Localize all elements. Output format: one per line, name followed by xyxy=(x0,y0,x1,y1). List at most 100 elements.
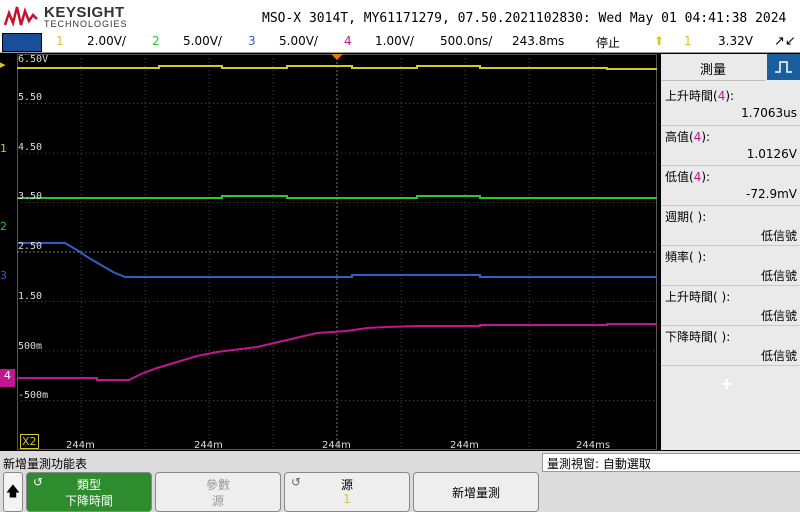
trigger-source[interactable]: 1 xyxy=(684,34,692,48)
type-softkey-label: 類型 xyxy=(76,478,101,492)
x-label-1: 244m xyxy=(194,440,223,451)
x-label-0: 244m xyxy=(66,440,95,451)
meas-channel xyxy=(718,290,722,304)
measurement-item[interactable]: 頻率( ): 低信號 xyxy=(665,250,797,283)
ch2-number[interactable]: 2 xyxy=(152,34,160,48)
ch1-offset-marker[interactable]: ▸ xyxy=(0,58,6,71)
y-label-7: -500m xyxy=(18,390,49,401)
ch4-scale[interactable]: 1.00V/ xyxy=(375,34,414,48)
trigger-edge-icon: ⬆ xyxy=(654,34,665,48)
meas-value: 低信號 xyxy=(760,229,797,243)
meas-channel xyxy=(694,250,698,264)
add-measurement-softkey[interactable]: 新增量測 xyxy=(413,472,539,512)
divider xyxy=(661,285,800,286)
waveform-display[interactable] xyxy=(17,54,657,450)
ch3-number[interactable]: 3 xyxy=(248,34,256,48)
y-label-3: 3.50 xyxy=(18,191,43,202)
ch2-ref-marker[interactable]: 2 xyxy=(0,220,7,233)
source-softkey-label: 源 xyxy=(340,478,353,492)
channel-select-button[interactable] xyxy=(2,33,42,52)
meas-label: 上升時間 xyxy=(665,89,714,103)
channel-status-bar: 1 2.00V/ 2 5.00V/ 3 5.00V/ 4 1.00V/ 500.… xyxy=(0,32,800,53)
meas-channel: 4 xyxy=(693,170,702,184)
divider xyxy=(661,125,800,126)
measure-tab-icon[interactable] xyxy=(767,54,800,80)
keysight-wave-icon xyxy=(4,6,38,28)
measurement-window-status: 量測視窗: 自動選取 xyxy=(542,453,800,472)
y-label-6: 500m xyxy=(18,341,43,352)
rotate-knob-icon: ↺ xyxy=(291,475,302,489)
parameter-softkey-value: 源 xyxy=(211,494,224,508)
measure-tab-label: 測量 xyxy=(699,63,726,78)
measurement-item[interactable]: 上升時間( ): 低信號 xyxy=(665,290,797,323)
meas-channel: 4 xyxy=(717,89,726,103)
y-label-4: 2.50 xyxy=(18,241,43,252)
ch1-ref-marker[interactable]: 1 xyxy=(0,142,7,155)
ch1-trace xyxy=(17,65,657,70)
meas-value: 1.7063us xyxy=(741,106,797,120)
divider xyxy=(661,365,800,366)
ch2-trace xyxy=(17,195,657,199)
divider xyxy=(661,245,800,246)
timebase-delay[interactable]: 243.8ms xyxy=(512,34,565,48)
source-softkey[interactable]: ↺ 源 1 xyxy=(284,472,410,512)
y-label-0: 6.50V xyxy=(18,54,49,65)
title-bar: KEYSIGHT TECHNOLOGIES MSO-X 3014T, MY611… xyxy=(0,0,800,32)
parameter-softkey[interactable]: 參數 源 xyxy=(155,472,281,512)
y-label-2: 4.50 xyxy=(18,142,43,153)
x-label-4: 244ms xyxy=(576,440,611,451)
measurement-window-label: 量測視窗: 自動選取 xyxy=(547,457,651,471)
meas-value: 低信號 xyxy=(760,349,797,363)
meas-value: -72.9mV xyxy=(746,187,797,201)
instrument-info: MSO-X 3014T, MY61171279, 07.50.202110283… xyxy=(262,11,787,26)
meas-label: 頻率 xyxy=(665,250,690,264)
measurement-item[interactable]: 上升時間(4): 1.7063us xyxy=(665,89,797,120)
add-measurement-icon[interactable]: + xyxy=(720,374,734,393)
source-softkey-value: 1 xyxy=(343,492,351,506)
timebase-scale[interactable]: 500.0ns/ xyxy=(440,34,493,48)
measurement-panel: 測量 上升時間(4): 1.7063us 高值(4): 1.0126V 低值(4… xyxy=(661,54,800,450)
meas-channel xyxy=(718,330,722,344)
meas-label: 週期 xyxy=(665,210,690,224)
y-label-1: 5.50 xyxy=(18,92,43,103)
ch3-scale[interactable]: 5.00V/ xyxy=(279,34,318,48)
ch4-number[interactable]: 4 xyxy=(344,34,352,48)
ch1-scale[interactable]: 2.00V/ xyxy=(87,34,126,48)
ch4-trace xyxy=(17,323,657,381)
meas-channel: 4 xyxy=(693,130,702,144)
measurement-item[interactable]: 週期( ): 低信號 xyxy=(665,210,797,243)
meas-label: 上升時間 xyxy=(665,290,714,304)
measure-tab[interactable]: 測量 xyxy=(661,54,765,81)
meas-value: 1.0126V xyxy=(746,147,797,161)
ch3-trace xyxy=(17,242,657,278)
parameter-softkey-label: 參數 xyxy=(205,478,230,492)
divider xyxy=(661,205,800,206)
ch3-ref-marker[interactable]: 3 xyxy=(0,269,7,282)
meas-value: 低信號 xyxy=(760,309,797,323)
trigger-mode-icon[interactable]: ↗↙ xyxy=(774,34,796,49)
brand-name: KEYSIGHT xyxy=(44,4,125,21)
measurement-item[interactable]: 高值(4): 1.0126V xyxy=(665,130,797,161)
center-axes xyxy=(17,54,657,450)
measurement-item[interactable]: 低值(4): -72.9mV xyxy=(665,170,797,201)
rotate-knob-icon: ↺ xyxy=(33,475,44,489)
meas-label: 高值 xyxy=(665,130,690,144)
trigger-level[interactable]: 3.32V xyxy=(718,34,753,48)
x2-cursor-label[interactable]: X2 xyxy=(20,434,39,449)
keysight-logo: KEYSIGHT TECHNOLOGIES xyxy=(4,3,134,29)
x-label-3: 244m xyxy=(450,440,479,451)
menu-title: 新增量測功能表 xyxy=(3,457,88,471)
ch4-ref-marker[interactable]: 4 xyxy=(0,369,15,387)
meas-label: 下降時間 xyxy=(665,330,714,344)
menu-up-button[interactable]: 🡅 xyxy=(3,472,23,512)
meas-label: 低值 xyxy=(665,170,690,184)
ch1-number[interactable]: 1 xyxy=(56,34,64,48)
type-softkey[interactable]: ↺ 類型 下降時間 xyxy=(26,472,152,512)
run-state: 停止 xyxy=(596,36,621,50)
divider xyxy=(661,325,800,326)
y-label-5: 1.50 xyxy=(18,291,43,302)
trigger-position-marker[interactable] xyxy=(331,54,343,60)
ch2-scale[interactable]: 5.00V/ xyxy=(183,34,222,48)
divider xyxy=(661,165,800,166)
measurement-item[interactable]: 下降時間( ): 低信號 xyxy=(665,330,797,363)
